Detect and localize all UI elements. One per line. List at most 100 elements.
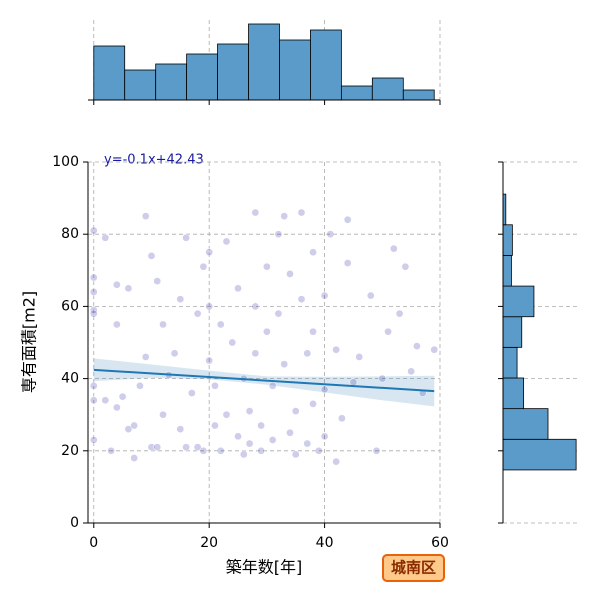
point <box>332 345 340 354</box>
point <box>291 407 300 415</box>
bar <box>502 377 525 410</box>
point <box>303 349 312 358</box>
point <box>263 262 271 271</box>
point <box>274 309 283 318</box>
bar <box>502 316 523 348</box>
point <box>107 446 115 455</box>
bar <box>155 63 188 101</box>
point <box>372 446 381 455</box>
point <box>401 262 410 271</box>
point <box>113 403 121 412</box>
bar <box>502 408 549 440</box>
point <box>211 421 219 430</box>
point <box>89 273 98 282</box>
point <box>113 320 121 329</box>
bar <box>502 438 577 471</box>
bar <box>371 77 404 101</box>
badge-box <box>382 554 445 582</box>
y-tick-label: 0 <box>70 515 79 531</box>
y-tick-label: 40 <box>61 371 79 387</box>
point <box>274 230 283 239</box>
bar <box>340 85 373 101</box>
point <box>320 432 329 441</box>
point <box>268 436 277 444</box>
x-tick-label: 60 <box>431 535 449 551</box>
point <box>141 353 150 361</box>
point <box>141 212 150 220</box>
point <box>251 349 260 358</box>
bar <box>502 224 513 256</box>
bar <box>217 43 249 101</box>
point <box>170 349 179 358</box>
x-axis-label: 築年数[年] <box>226 558 303 577</box>
point <box>147 443 156 452</box>
point <box>355 353 364 361</box>
bar <box>402 89 435 101</box>
bar <box>279 39 311 101</box>
y-tick-label: 60 <box>61 298 79 314</box>
x-tick-label: 0 <box>89 535 98 551</box>
point <box>89 309 98 318</box>
point <box>188 389 196 397</box>
point <box>297 295 306 304</box>
point <box>303 439 312 448</box>
point <box>130 454 139 462</box>
point <box>338 414 346 423</box>
bar <box>502 255 512 287</box>
x-tick-label: 40 <box>316 535 334 551</box>
point <box>309 248 317 257</box>
bar <box>310 29 342 101</box>
point <box>182 443 190 452</box>
point <box>286 428 294 437</box>
point <box>205 302 214 311</box>
point <box>286 270 294 278</box>
point <box>280 212 289 220</box>
bar <box>124 69 157 101</box>
y-tick-label: 80 <box>61 226 79 242</box>
point <box>89 396 98 405</box>
bar <box>248 23 280 101</box>
regression-line <box>93 368 435 393</box>
point <box>234 284 242 293</box>
point <box>268 381 277 390</box>
point <box>430 345 439 354</box>
point <box>159 320 167 329</box>
point <box>89 436 98 444</box>
point <box>343 215 352 224</box>
point <box>205 248 214 257</box>
point <box>245 439 254 448</box>
point <box>239 450 248 459</box>
point <box>251 208 260 217</box>
point <box>193 309 202 318</box>
point <box>216 320 225 329</box>
badge: 城南区 <box>391 559 436 577</box>
point <box>222 237 231 246</box>
point <box>101 396 110 405</box>
point <box>159 410 167 419</box>
point <box>176 425 185 433</box>
point <box>349 378 358 387</box>
point <box>101 233 110 242</box>
point <box>153 443 162 452</box>
point <box>199 262 208 271</box>
point <box>89 226 98 235</box>
point <box>245 407 254 415</box>
point <box>234 432 242 441</box>
point <box>136 381 144 390</box>
point <box>309 327 317 336</box>
y-tick-label: 20 <box>61 443 79 459</box>
point <box>124 425 133 433</box>
point <box>130 421 139 430</box>
point <box>205 356 214 365</box>
x-tick-label: 20 <box>200 535 218 551</box>
annotation: y=-0.1x+42.43 <box>104 153 204 168</box>
point <box>343 259 352 267</box>
point <box>89 381 98 390</box>
point <box>257 446 265 455</box>
point <box>124 284 133 293</box>
point <box>182 233 190 242</box>
point <box>378 374 387 383</box>
point <box>193 443 202 452</box>
point <box>332 457 340 466</box>
